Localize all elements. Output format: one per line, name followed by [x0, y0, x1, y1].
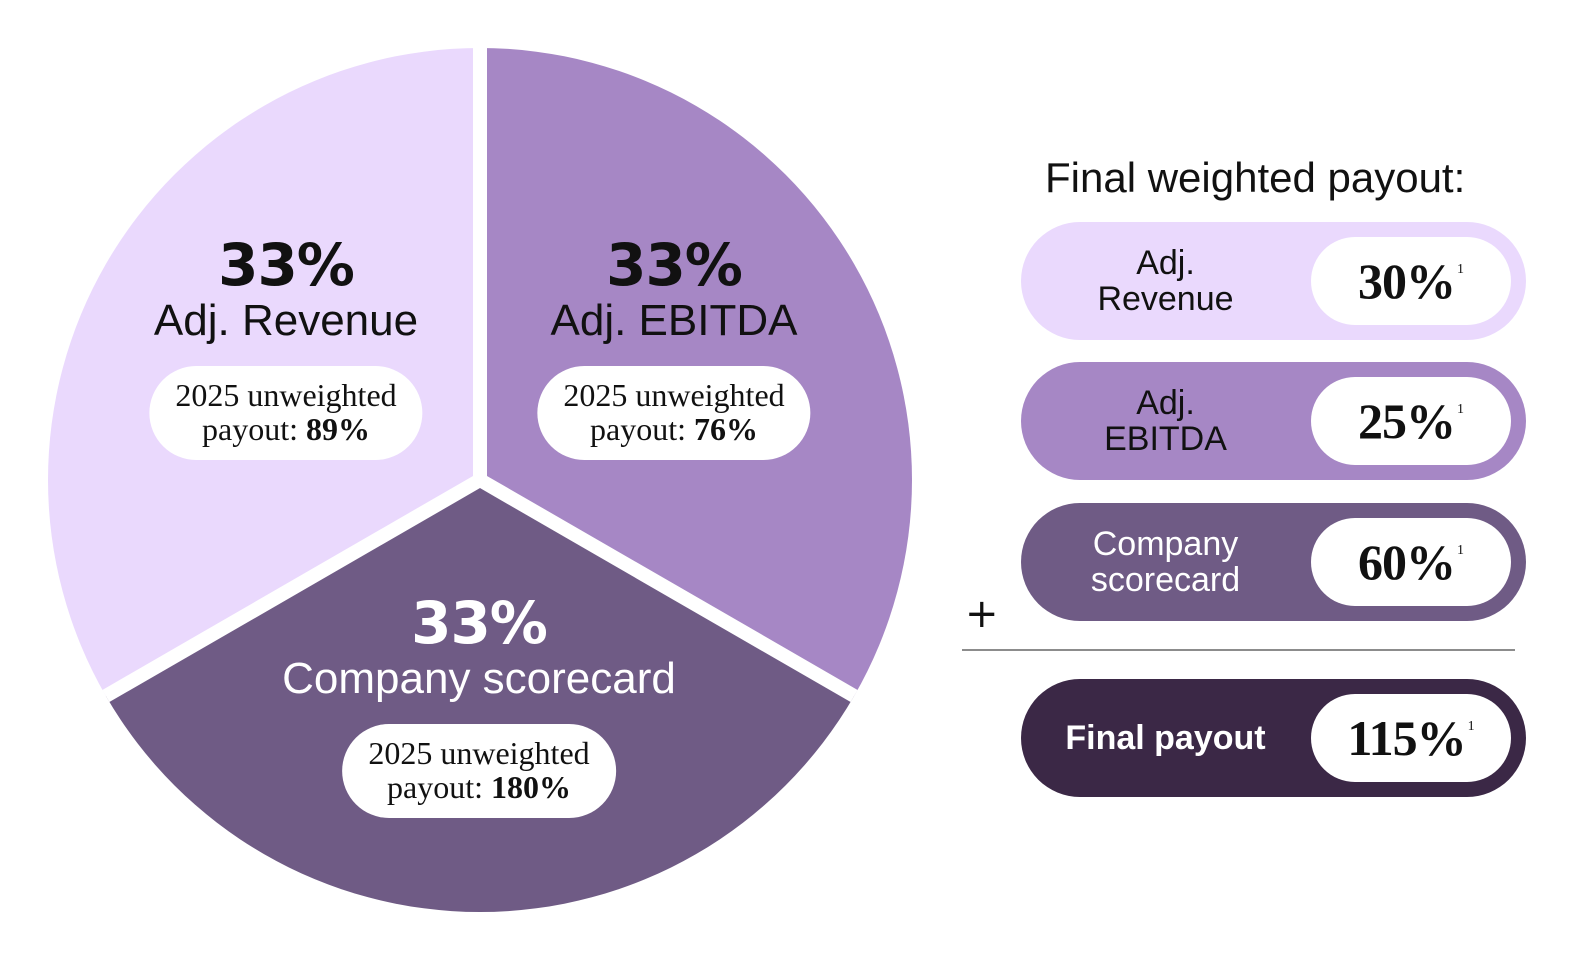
payout-value: 60%: [1358, 534, 1456, 590]
footnote-marker: 1: [1457, 262, 1464, 277]
payout-value-pill: 30% 1: [1311, 237, 1511, 325]
slice-name: Adj. EBITDA: [550, 296, 798, 345]
slice-percent: 33%: [218, 231, 355, 299]
payout-row-label: Adj. EBITDA: [1043, 362, 1288, 480]
sum-divider-line: [962, 649, 1515, 651]
footnote-marker: 1: [1467, 719, 1475, 734]
payout-row-label: Company scorecard: [1043, 503, 1288, 621]
unweighted-payout-pill: 2025 unweighted payout: 89%: [149, 366, 423, 460]
pill-value: 89%: [305, 411, 370, 447]
payout-row-adj-revenue: Adj. Revenue 30% 1: [1021, 222, 1526, 340]
slice-percent: 33%: [606, 231, 743, 299]
payout-value-pill: 60% 1: [1311, 518, 1511, 606]
footnote-marker: 1: [1457, 543, 1464, 558]
pie-slice-company-scorecard: [105, 480, 855, 912]
pill-line-2: payout: 180%: [368, 770, 589, 804]
final-payout-label: Final payout: [1065, 719, 1266, 757]
final-payout-value-pill: 115% 1: [1311, 694, 1511, 782]
pill-value: 76%: [693, 411, 758, 447]
slice-separator: [102, 473, 484, 703]
slice-label-adj-ebitda: 33% Adj. EBITDA 2025 unweighted payout: …: [537, 231, 811, 460]
slice-name: Adj. Revenue: [153, 296, 419, 345]
payout-value: 30%: [1358, 253, 1456, 309]
payout-row-adj-ebitda: Adj. EBITDA 25% 1: [1021, 362, 1526, 480]
payout-row-company-scorecard: Company scorecard 60% 1: [1021, 503, 1526, 621]
label-line-2: scorecard: [1090, 561, 1241, 599]
plus-sign: +: [965, 591, 999, 637]
slice-label-company-scorecard: 33% Company scorecard 2025 unweighted pa…: [282, 594, 676, 818]
slice-name: Company scorecard: [282, 654, 676, 703]
label-line-1: Company: [1092, 525, 1239, 563]
payout-title: Final weighted payout:: [1045, 154, 1466, 201]
pill-prefix: payout:: [387, 769, 491, 805]
pill-prefix: payout:: [590, 411, 694, 447]
final-payout-row: Final payout 115% 1: [1021, 679, 1526, 797]
pill-line-2: payout: 76%: [563, 412, 784, 446]
label-line-2: EBITDA: [1104, 420, 1227, 458]
payout-value-pill: 25% 1: [1311, 377, 1511, 465]
label-line-1: Adj.: [1136, 244, 1195, 282]
pill-line-2: payout: 89%: [175, 412, 396, 446]
payout-value: 25%: [1358, 393, 1456, 449]
footnote-marker: 1: [1457, 402, 1464, 417]
label-line-2: Revenue: [1097, 280, 1234, 318]
final-payout-value: 115%: [1347, 710, 1466, 766]
slice-label-adj-revenue: 33% Adj. Revenue 2025 unweighted payout:…: [149, 231, 423, 460]
unweighted-payout-pill: 2025 unweighted payout: 76%: [537, 366, 811, 460]
pill-value: 180%: [490, 769, 571, 805]
label-line-1: Adj.: [1136, 384, 1195, 422]
payout-row-label: Adj. Revenue: [1043, 222, 1288, 340]
pill-prefix: payout:: [202, 411, 306, 447]
slice-percent: 33%: [411, 589, 548, 657]
pill-line-1: 2025 unweighted: [368, 735, 590, 771]
pill-line-1: 2025 unweighted: [563, 377, 785, 413]
unweighted-payout-pill: 2025 unweighted payout: 180%: [342, 724, 616, 818]
pill-line-1: 2025 unweighted: [175, 377, 397, 413]
slice-separator: [476, 473, 858, 703]
